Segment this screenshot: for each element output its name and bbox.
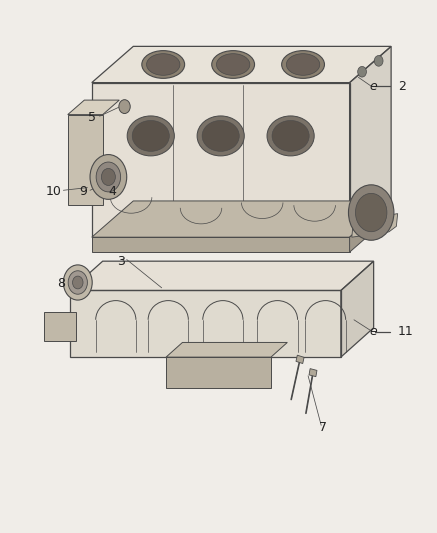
Bar [296,355,304,364]
Text: 5: 5 [88,111,96,124]
Text: 2: 2 [398,80,406,93]
Text: 3: 3 [117,255,125,268]
Ellipse shape [197,116,244,156]
Polygon shape [92,46,391,83]
Circle shape [68,271,87,294]
Polygon shape [92,201,391,237]
Circle shape [101,168,115,185]
Polygon shape [68,100,119,115]
Polygon shape [352,214,398,237]
Ellipse shape [212,51,254,78]
Ellipse shape [267,116,314,156]
Ellipse shape [142,51,184,78]
Polygon shape [341,261,374,357]
Text: e: e [369,80,377,93]
Polygon shape [350,46,391,237]
Circle shape [355,193,387,232]
Circle shape [90,155,127,199]
Ellipse shape [146,54,180,75]
Text: 7: 7 [319,421,327,434]
Polygon shape [44,312,76,341]
Circle shape [348,185,394,240]
Bar [309,369,317,377]
Text: 11: 11 [398,325,413,338]
Circle shape [73,276,83,289]
Ellipse shape [127,116,174,156]
Text: 4: 4 [108,185,116,198]
Ellipse shape [272,120,309,151]
Polygon shape [92,83,350,237]
Text: 10: 10 [45,185,61,198]
Ellipse shape [286,54,320,75]
Ellipse shape [216,54,250,75]
Polygon shape [350,201,391,252]
Text: e: e [369,325,377,338]
Ellipse shape [132,120,169,151]
Circle shape [96,162,121,192]
Polygon shape [166,342,288,357]
Polygon shape [92,237,350,252]
Text: 8: 8 [57,277,65,290]
Polygon shape [166,357,271,388]
Polygon shape [70,261,374,290]
Circle shape [63,265,92,300]
Circle shape [374,55,383,66]
Ellipse shape [202,120,239,151]
Polygon shape [70,290,341,357]
Ellipse shape [281,51,324,78]
Circle shape [119,100,130,114]
Circle shape [357,67,367,77]
Polygon shape [68,115,103,205]
Text: 9: 9 [80,185,87,198]
